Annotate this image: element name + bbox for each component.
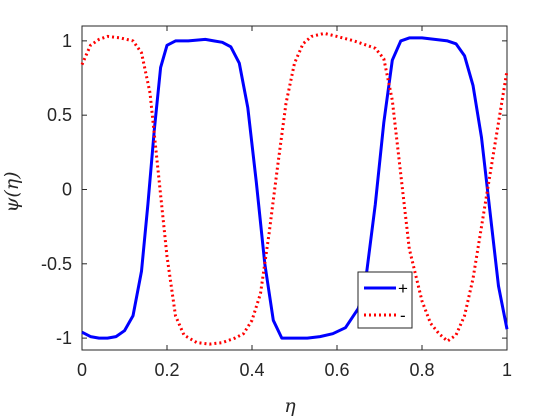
series-line-plus: [81, 36, 509, 340]
plot-area: [81, 25, 508, 351]
y-tick-label: 0: [62, 179, 72, 199]
x-tick-label: 0.8: [409, 360, 434, 380]
legend-label-plus: +: [398, 279, 408, 298]
y-tick-label: 1: [62, 31, 72, 51]
x-tick-label: 0.2: [154, 360, 179, 380]
x-tick-label: 1: [502, 360, 512, 380]
y-tick-label: 0.5: [47, 105, 72, 125]
y-axis-label: ψ(η): [1, 171, 23, 212]
x-tick-label: 0.6: [324, 360, 349, 380]
tick-layer: 0 0.2 0.4 0.6 0.8 1 -1 -0.5 0 0.5 1: [41, 26, 512, 380]
legend: + -: [357, 271, 413, 329]
series-layer: [80, 31, 509, 346]
series-line-minus: [80, 31, 509, 346]
x-axis-label: η: [284, 395, 296, 417]
y-tick-label: -1: [56, 328, 72, 348]
legend-box: [357, 271, 413, 329]
x-tick-label: 0: [77, 360, 87, 380]
x-tick-label: 0.4: [239, 360, 264, 380]
legend-label-minus: -: [400, 306, 406, 325]
y-tick-label: -0.5: [41, 254, 72, 274]
